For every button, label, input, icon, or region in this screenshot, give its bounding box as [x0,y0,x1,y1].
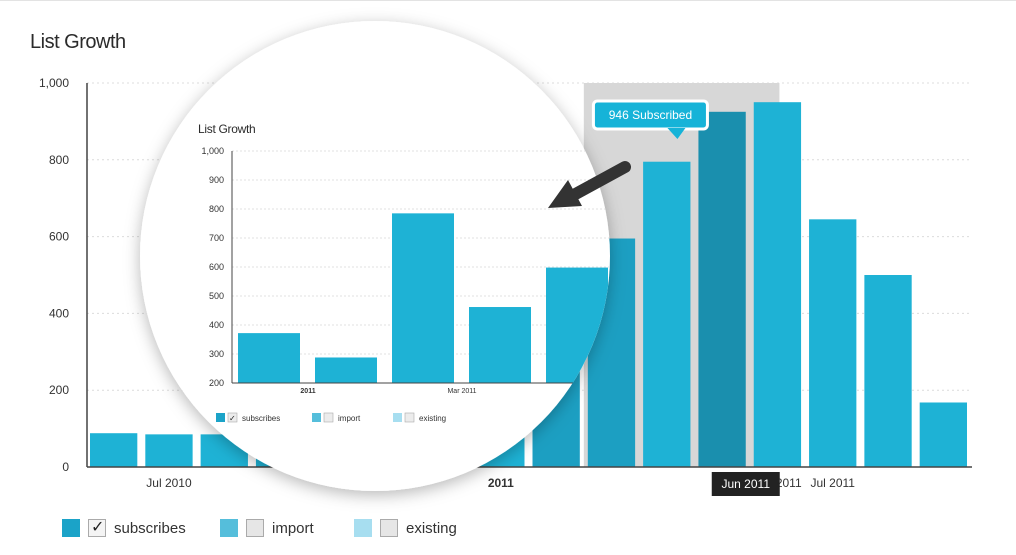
bar [145,434,193,467]
hover-date-label: Jun 2011 [722,477,771,491]
zoom-y-tick-label: 400 [209,320,224,330]
zoom-y-tick-label: 900 [209,175,224,185]
zoom-lens-circle [140,21,610,491]
zoom-lens: List Growth 200 300 400 500 600 700 800 900 1,000… [140,21,610,491]
zoom-bar [392,213,454,383]
zoom-y-tick-label: 500 [209,291,224,301]
legend-label: existing [406,519,457,537]
bar [919,402,967,467]
bar [698,111,746,468]
zoom-y-tick-label: 800 [209,204,224,214]
y-tick-label: 0 [62,460,69,474]
zoom-bar [238,333,300,383]
chart-title: List Growth [30,31,126,53]
pointer-arrow-icon [548,161,631,208]
zoom-legend-swatch [393,413,402,422]
legend-label: import [272,519,314,537]
zoom-x-tick-label: Mar 2011 [447,388,476,395]
y-tick-label: 600 [49,230,69,244]
zoom-legend-checkbox [404,412,415,423]
zoom-legend-swatch [216,413,225,422]
zoom-bar [469,307,531,383]
zoom-chart-title: List Growth [198,122,255,136]
subscribes-checkbox[interactable] [88,517,106,537]
zoom-legend-label: existing [419,414,446,423]
y-tick-label: 200 [49,383,69,397]
zoom-y-tick-label: 700 [209,233,224,243]
x-tick-label: Jul 2010 [146,476,192,490]
bar [809,219,857,467]
subscribes-swatch [62,519,80,537]
zoom-legend-checkbox [227,412,238,423]
bar [90,433,138,467]
zoom-legend-checkbox [323,412,334,423]
zoom-legend-swatch [312,413,321,422]
zoom-y-tick-label: 1,000 [201,146,224,156]
bar [643,161,691,467]
zoom-y-tick-label: 600 [209,262,224,272]
existing-swatch [354,519,372,537]
hover-date-label-bg [711,472,780,496]
x-tick-label: Jul 2011 [810,476,855,490]
y-tick-label: 800 [49,153,69,167]
legend-item-import[interactable]: import [220,517,314,539]
zoom-y-tick-label: 200 [209,378,224,388]
tooltip-text: 946 Subscribed [609,108,692,122]
zoom-check-icon: ✓ [229,414,236,423]
zoom-legend-label: import [338,414,361,423]
zoom-chart: List Growth 200 300 400 500 600 700 800 900 1,000… [198,122,610,423]
existing-checkbox[interactable] [380,519,398,537]
legend-label: subscribes [114,519,186,537]
import-checkbox[interactable] [246,519,264,537]
legend-item-existing[interactable]: existing [354,517,457,539]
import-swatch [220,519,238,537]
y-tick-label: 400 [49,306,69,320]
zoom-bar [315,357,377,383]
x-tick-label: 2011 [488,476,514,490]
tooltip-box [591,99,709,131]
tooltip-pointer [667,128,686,139]
zoom-x-tick-label: 2011 [300,388,315,395]
zoom-legend-label: subscribes [242,414,280,423]
y-tick-label: 1,000 [39,76,69,90]
legend-item-subscribes[interactable]: subscribes [62,517,186,539]
bar [864,275,912,467]
bar [753,102,802,467]
zoom-y-tick-label: 300 [209,349,224,359]
